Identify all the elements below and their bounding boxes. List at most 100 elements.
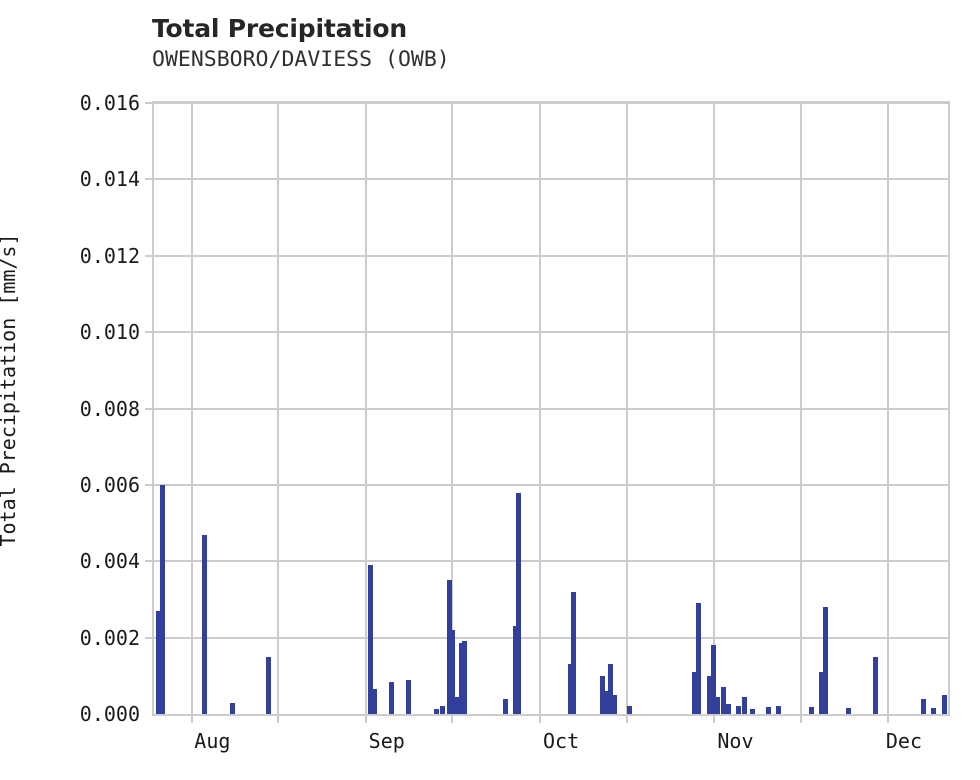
x-tick-mark <box>451 716 454 723</box>
gridline-horizontal <box>154 103 948 104</box>
page-title: Total Precipitation <box>152 14 407 43</box>
y-tick-label: 0.008 <box>79 396 140 421</box>
bar <box>371 689 377 714</box>
y-tick-label: 0.014 <box>79 167 140 192</box>
bar <box>406 679 412 714</box>
gridline-horizontal <box>154 331 948 334</box>
y-axis-title-text: Total Precipitation [mm/s] <box>0 233 20 547</box>
bar <box>159 484 165 714</box>
x-tick-mark <box>799 716 802 723</box>
y-tick-label: 0.000 <box>79 702 140 726</box>
gridline-vertical <box>190 103 193 714</box>
y-tick-label: 0.010 <box>79 320 140 345</box>
bar <box>367 565 373 714</box>
gridline-vertical <box>538 103 541 714</box>
bar <box>714 696 720 714</box>
bar <box>749 709 755 714</box>
x-tick-mark <box>538 716 541 723</box>
bar <box>845 708 851 714</box>
gridline-horizontal <box>154 636 948 639</box>
bar <box>502 698 508 714</box>
bar <box>822 607 828 714</box>
title-block: Total Precipitation OWENSBORO/DAVIESS (O… <box>152 14 852 74</box>
gridline-horizontal <box>154 254 948 257</box>
gridline-horizontal <box>154 483 948 486</box>
y-tick-label: 0.006 <box>79 472 140 497</box>
bar <box>433 709 439 714</box>
bar <box>736 706 741 714</box>
bar <box>600 675 606 714</box>
bar <box>512 626 518 714</box>
bar <box>155 610 161 714</box>
y-tick-mark <box>145 178 152 181</box>
x-tick-label: Oct <box>543 729 580 753</box>
x-tick-mark <box>364 716 367 723</box>
y-tick-label: 0.016 <box>79 91 140 115</box>
bar <box>230 702 236 714</box>
bar <box>696 603 702 714</box>
gridline-horizontal <box>154 407 948 410</box>
bar <box>741 696 747 714</box>
x-tick-mark <box>190 716 193 723</box>
bar <box>766 707 772 714</box>
bar <box>446 580 452 714</box>
y-tick-mark <box>145 331 152 334</box>
bar <box>462 641 468 714</box>
bar <box>775 705 781 714</box>
y-tick-mark <box>145 407 152 410</box>
bar <box>872 656 878 714</box>
bar <box>440 706 446 714</box>
bar <box>611 694 617 714</box>
bar <box>710 645 716 714</box>
bar <box>571 591 577 714</box>
bar <box>266 656 272 714</box>
x-tick-label: Nov <box>717 729 754 753</box>
bar <box>201 534 207 714</box>
bar <box>450 630 456 714</box>
bar <box>942 694 948 714</box>
gridline-horizontal <box>154 178 948 181</box>
bar <box>389 681 395 714</box>
gridline-vertical <box>364 103 367 714</box>
y-tick-mark <box>145 636 152 639</box>
gridline-horizontal <box>154 560 948 563</box>
x-tick-mark <box>713 716 716 723</box>
bar <box>516 492 522 714</box>
bar <box>567 664 573 714</box>
bar <box>608 664 614 714</box>
x-tick-label: Aug <box>194 729 231 753</box>
y-tick-label: 0.012 <box>79 243 140 268</box>
x-tick-label: Dec <box>885 729 922 753</box>
gridline-vertical <box>625 103 628 714</box>
gridline-vertical <box>713 103 716 714</box>
bar <box>458 643 464 714</box>
gridline-vertical <box>799 103 802 714</box>
chart-subtitle: OWENSBORO/DAVIESS (OWB) <box>152 47 450 72</box>
plot-area <box>152 101 950 716</box>
x-tick-mark <box>887 716 890 723</box>
bar <box>931 708 937 714</box>
gridline-vertical <box>451 103 454 714</box>
bar <box>720 687 726 714</box>
bar <box>725 704 731 714</box>
gridline-vertical <box>277 103 280 714</box>
bar <box>706 675 712 714</box>
bar <box>603 691 609 714</box>
gridline-vertical <box>887 103 890 714</box>
bar <box>921 698 926 714</box>
y-tick-mark <box>145 102 152 104</box>
y-tick-label: 0.002 <box>79 625 140 650</box>
y-tick-label: 0.004 <box>79 549 140 574</box>
x-tick-label: Sep <box>368 729 405 753</box>
y-tick-mark <box>145 560 152 563</box>
y-tick-mark <box>145 483 152 486</box>
bar <box>453 696 459 714</box>
x-tick-mark <box>625 716 628 723</box>
x-tick-mark <box>277 716 280 723</box>
y-tick-mark <box>145 254 152 257</box>
bar <box>808 707 814 714</box>
bar <box>692 672 698 714</box>
bar <box>627 706 633 714</box>
y-axis-title: Total Precipitation [mm/s] <box>0 0 44 780</box>
